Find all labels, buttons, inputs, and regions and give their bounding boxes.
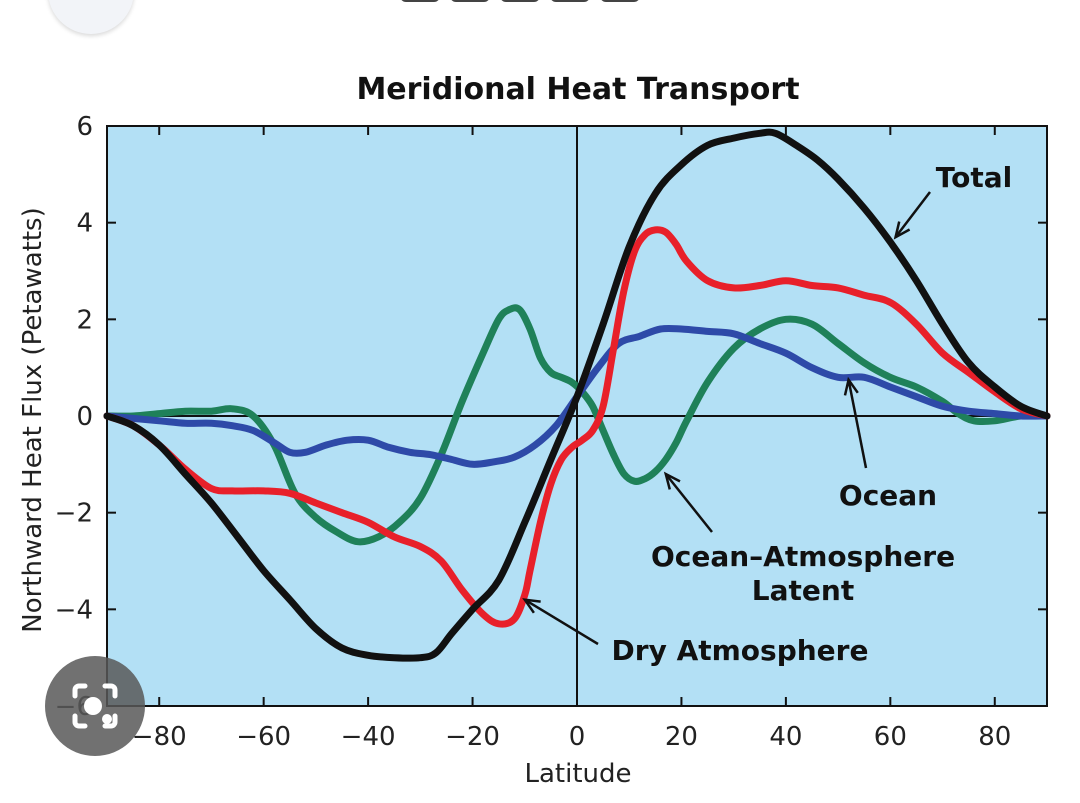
arrow-dry-atmosphere xyxy=(522,598,599,646)
y-tick-label: 4 xyxy=(76,209,93,239)
y-axis-label: Northward Heat Flux (Petawatts) xyxy=(18,207,48,632)
page-header-text-fragment xyxy=(400,0,730,4)
x-tick-label: 20 xyxy=(665,722,698,752)
x-axis-ticks: −80 −60 −40 −20 0 20 40 60 80 xyxy=(132,126,1011,752)
arrow-ocean-atmosphere xyxy=(663,471,713,533)
arrow-ocean xyxy=(843,376,868,469)
x-tick-label: 0 xyxy=(569,722,586,752)
y-tick-label: 0 xyxy=(76,402,93,432)
y-tick-label: 2 xyxy=(76,305,93,335)
x-tick-label: −60 xyxy=(236,722,291,752)
x-tick-label: 40 xyxy=(769,722,802,752)
x-tick-label: −40 xyxy=(341,722,396,752)
annotation-ocean-atmosphere: Ocean–Atmosphere xyxy=(651,540,955,573)
chart-title: Meridional Heat Transport xyxy=(356,72,799,107)
series-line-ocean xyxy=(103,324,1051,468)
x-tick-label: 60 xyxy=(874,722,907,752)
annotation-ocean: Ocean xyxy=(839,479,937,512)
annotation-total: Total xyxy=(936,161,1013,194)
x-tick-label: 80 xyxy=(978,722,1011,752)
x-tick-label: −80 xyxy=(132,722,187,752)
series-line-ocean-atmosphere-latent xyxy=(103,304,1051,546)
series-line-total xyxy=(103,128,1051,662)
series-line-dry-atmosphere xyxy=(103,226,1051,628)
arrow-total xyxy=(893,191,931,240)
annotation-dry-atmosphere: Dry Atmosphere xyxy=(612,634,869,667)
lens-icon[interactable] xyxy=(45,656,145,756)
x-tick-label: −20 xyxy=(445,722,500,752)
y-tick-label: −2 xyxy=(55,499,93,529)
y-tick-label: −4 xyxy=(55,595,93,625)
annotation-arrows xyxy=(522,191,931,646)
zero-lines xyxy=(107,126,1047,706)
annotation-latent: Latent xyxy=(752,574,854,607)
y-tick-label: 6 xyxy=(76,112,93,142)
x-axis-label: Latitude xyxy=(524,759,631,789)
series-layer xyxy=(103,128,1051,662)
